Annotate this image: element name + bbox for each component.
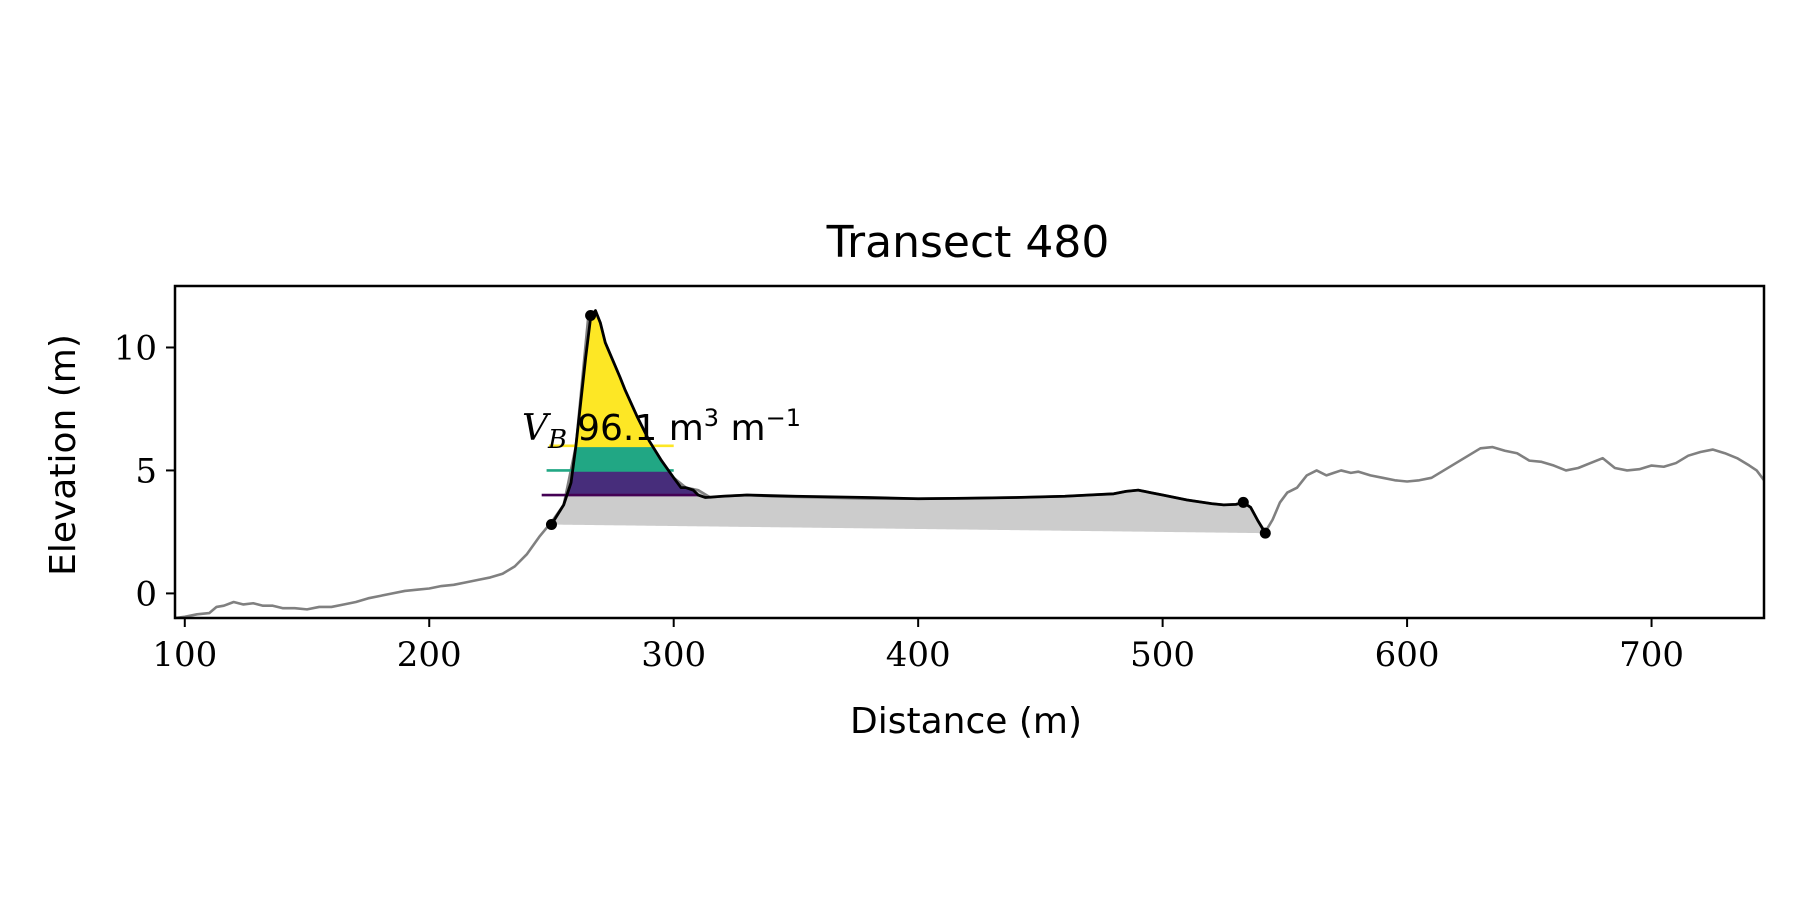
- x-tick-label: 200: [397, 635, 462, 675]
- y-tick-label: 5: [135, 451, 157, 491]
- volume-annotation: VB 96.1 m3 m−1: [522, 404, 801, 455]
- key-point-2: [1237, 496, 1249, 508]
- volume-fill: [551, 310, 1266, 534]
- band-4-to-5m: [567, 470, 697, 496]
- volume-value: 96.1 m: [577, 408, 704, 449]
- volume-symbol: V: [522, 408, 552, 449]
- plot-area: [174, 309, 1766, 620]
- plot-frame: [173, 284, 1766, 620]
- x-tick-label: 700: [1619, 635, 1684, 675]
- key-point-1: [585, 310, 597, 322]
- volume-unit2-exponent: −1: [766, 404, 801, 432]
- volume-unit2: m: [719, 408, 766, 449]
- x-tick-label: 300: [641, 635, 706, 675]
- volume-unit-exponent: 3: [704, 404, 719, 432]
- key-point-0: [545, 519, 557, 531]
- volume-subscript: B: [547, 425, 567, 455]
- x-tick-label: 400: [886, 635, 951, 675]
- key-point-3: [1259, 527, 1271, 539]
- band-above-6m: [577, 310, 652, 446]
- y-tick-label: 10: [114, 328, 157, 368]
- x-tick-label: 100: [152, 635, 217, 675]
- x-tick-label: 600: [1375, 635, 1440, 675]
- chart-title: Transect 480: [826, 217, 1110, 268]
- x-tick-label: 500: [1130, 635, 1195, 675]
- y-tick-label: 0: [135, 574, 157, 614]
- y-axis-label: Elevation (m): [43, 334, 84, 576]
- axis-ticks: 100 200 300 400 500 600 700 0 5 10: [114, 328, 1684, 675]
- band-5-to-6m: [573, 445, 668, 471]
- x-axis-label: Distance (m): [850, 701, 1082, 742]
- profile-line: [174, 309, 1766, 620]
